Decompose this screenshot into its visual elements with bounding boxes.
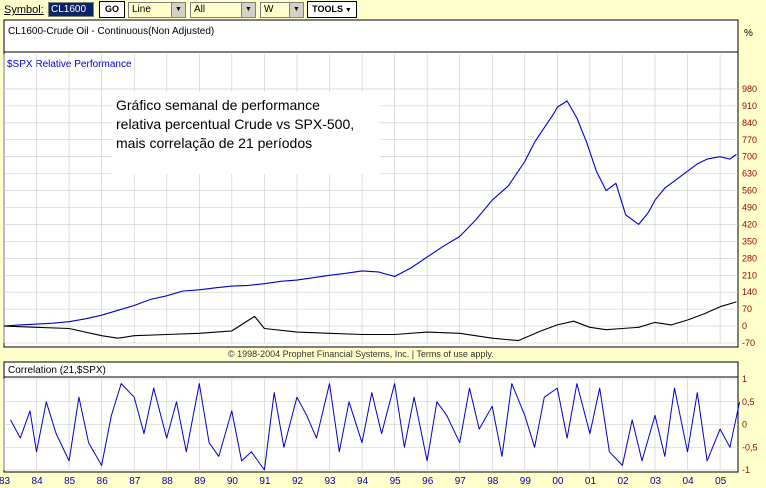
symbol-label: Symbol: [4,4,44,16]
relative-performance-line [3,100,737,327]
main-series [3,100,737,342]
x-tick-label: 87 [129,476,141,487]
chevron-down-icon: ▼ [171,3,185,17]
x-tick-label: 98 [487,476,499,487]
x-tick-label: 89 [194,476,206,487]
chevron-down-icon: ▼ [289,3,303,17]
annotation-line-3: mais correlação de 21 períodos [116,135,312,151]
y-tick-label: 0 [742,321,747,331]
y-tick-label: 420 [742,219,757,229]
x-tick-label: 05 [715,476,727,487]
period-value: W [264,4,274,15]
y-tick-label: -0,5 [742,442,758,452]
tools-label: TOOLS [312,4,343,14]
y-tick-label: 840 [742,118,757,128]
x-tick-label: 84 [32,476,44,487]
x-tick-label: 85 [64,476,76,487]
lower-y-axis: -1 -0,5 0 0,5 1 [742,374,758,475]
y-tick-label: 910 [742,101,757,111]
crude-oil-line [3,301,737,342]
y-tick-label: 770 [742,135,757,145]
percent-label: % [744,28,753,39]
x-tick-label: 83 [0,476,11,487]
x-tick-label: 94 [357,476,369,487]
x-tick-label: 97 [455,476,467,487]
symbol-input[interactable]: CL1600 [48,2,94,17]
x-tick-label: 96 [422,476,434,487]
main-panel-title: CL1600-Crude Oil - Continuous(Non Adjust… [8,26,214,37]
x-tick-label: 95 [390,476,402,487]
correlation-line [10,383,741,471]
x-tick-label: 93 [324,476,336,487]
y-tick-label: 980 [742,84,757,94]
period-select[interactable]: W ▼ [260,2,304,18]
x-tick-label: 92 [292,476,304,487]
x-tick-label: 90 [227,476,239,487]
x-tick-label: 04 [683,476,695,487]
y-tick-label: -1 [742,465,750,475]
toolbar: Symbol: CL1600 GO Line ▼ All ▼ W ▼ TOOLS… [0,0,766,22]
y-tick-label: 700 [742,152,757,162]
chevron-down-icon: ▼ [241,3,255,17]
annotation-line-1: Gráfico semanal de performance [116,97,320,113]
x-tick-label: 01 [585,476,597,487]
copyright-footer: © 1998-2004 Prophet Financial Systems, I… [228,349,494,359]
y-tick-label: 280 [742,253,757,263]
x-tick-label: 00 [552,476,564,487]
lower-series [10,383,741,471]
y-tick-label: 70 [742,304,752,314]
indicator-label: $SPX Relative Performance [7,59,132,70]
lower-grid [3,378,738,471]
annotation-line-2: relativa percentual Crude vs SPX-500, [116,116,354,132]
x-tick-label: 88 [162,476,174,487]
chart-type-select[interactable]: Line ▼ [128,2,186,18]
y-tick-label: 490 [742,203,757,213]
main-y-axis: -70 0 70 140 210 280 350 420 490 560 630 700 770 840 9… [742,84,757,348]
x-tick-label: 03 [650,476,662,487]
x-tick-label: 02 [617,476,629,487]
y-tick-label: -70 [742,338,755,348]
x-tick-label: 86 [97,476,109,487]
chevron-down-icon: ▼ [342,7,352,14]
y-tick-label: 0 [742,420,747,430]
y-tick-label: 630 [742,169,757,179]
annotation-box [112,92,380,174]
y-tick-label: 1 [742,374,747,384]
x-tick-label: 91 [259,476,271,487]
y-tick-label: 210 [742,270,757,280]
lower-panel [3,361,739,473]
y-tick-label: 350 [742,236,757,246]
chart-type-value: Line [132,4,151,15]
lower-panel-title: Correlation (21,$SPX) [8,365,106,376]
x-axis: 83 84 85 86 87 88 89 90 91 92 93 94 95 96 97 98 99 00 01 02… [0,476,727,487]
range-value: All [194,4,206,15]
y-tick-label: 0,5 [742,397,755,407]
range-select[interactable]: All ▼ [190,2,256,18]
y-tick-label: 560 [742,186,757,196]
tools-button[interactable]: TOOLS ▼ [307,1,357,18]
y-tick-label: 140 [742,287,757,297]
go-button[interactable]: GO [99,1,125,18]
x-tick-label: 99 [520,476,532,487]
